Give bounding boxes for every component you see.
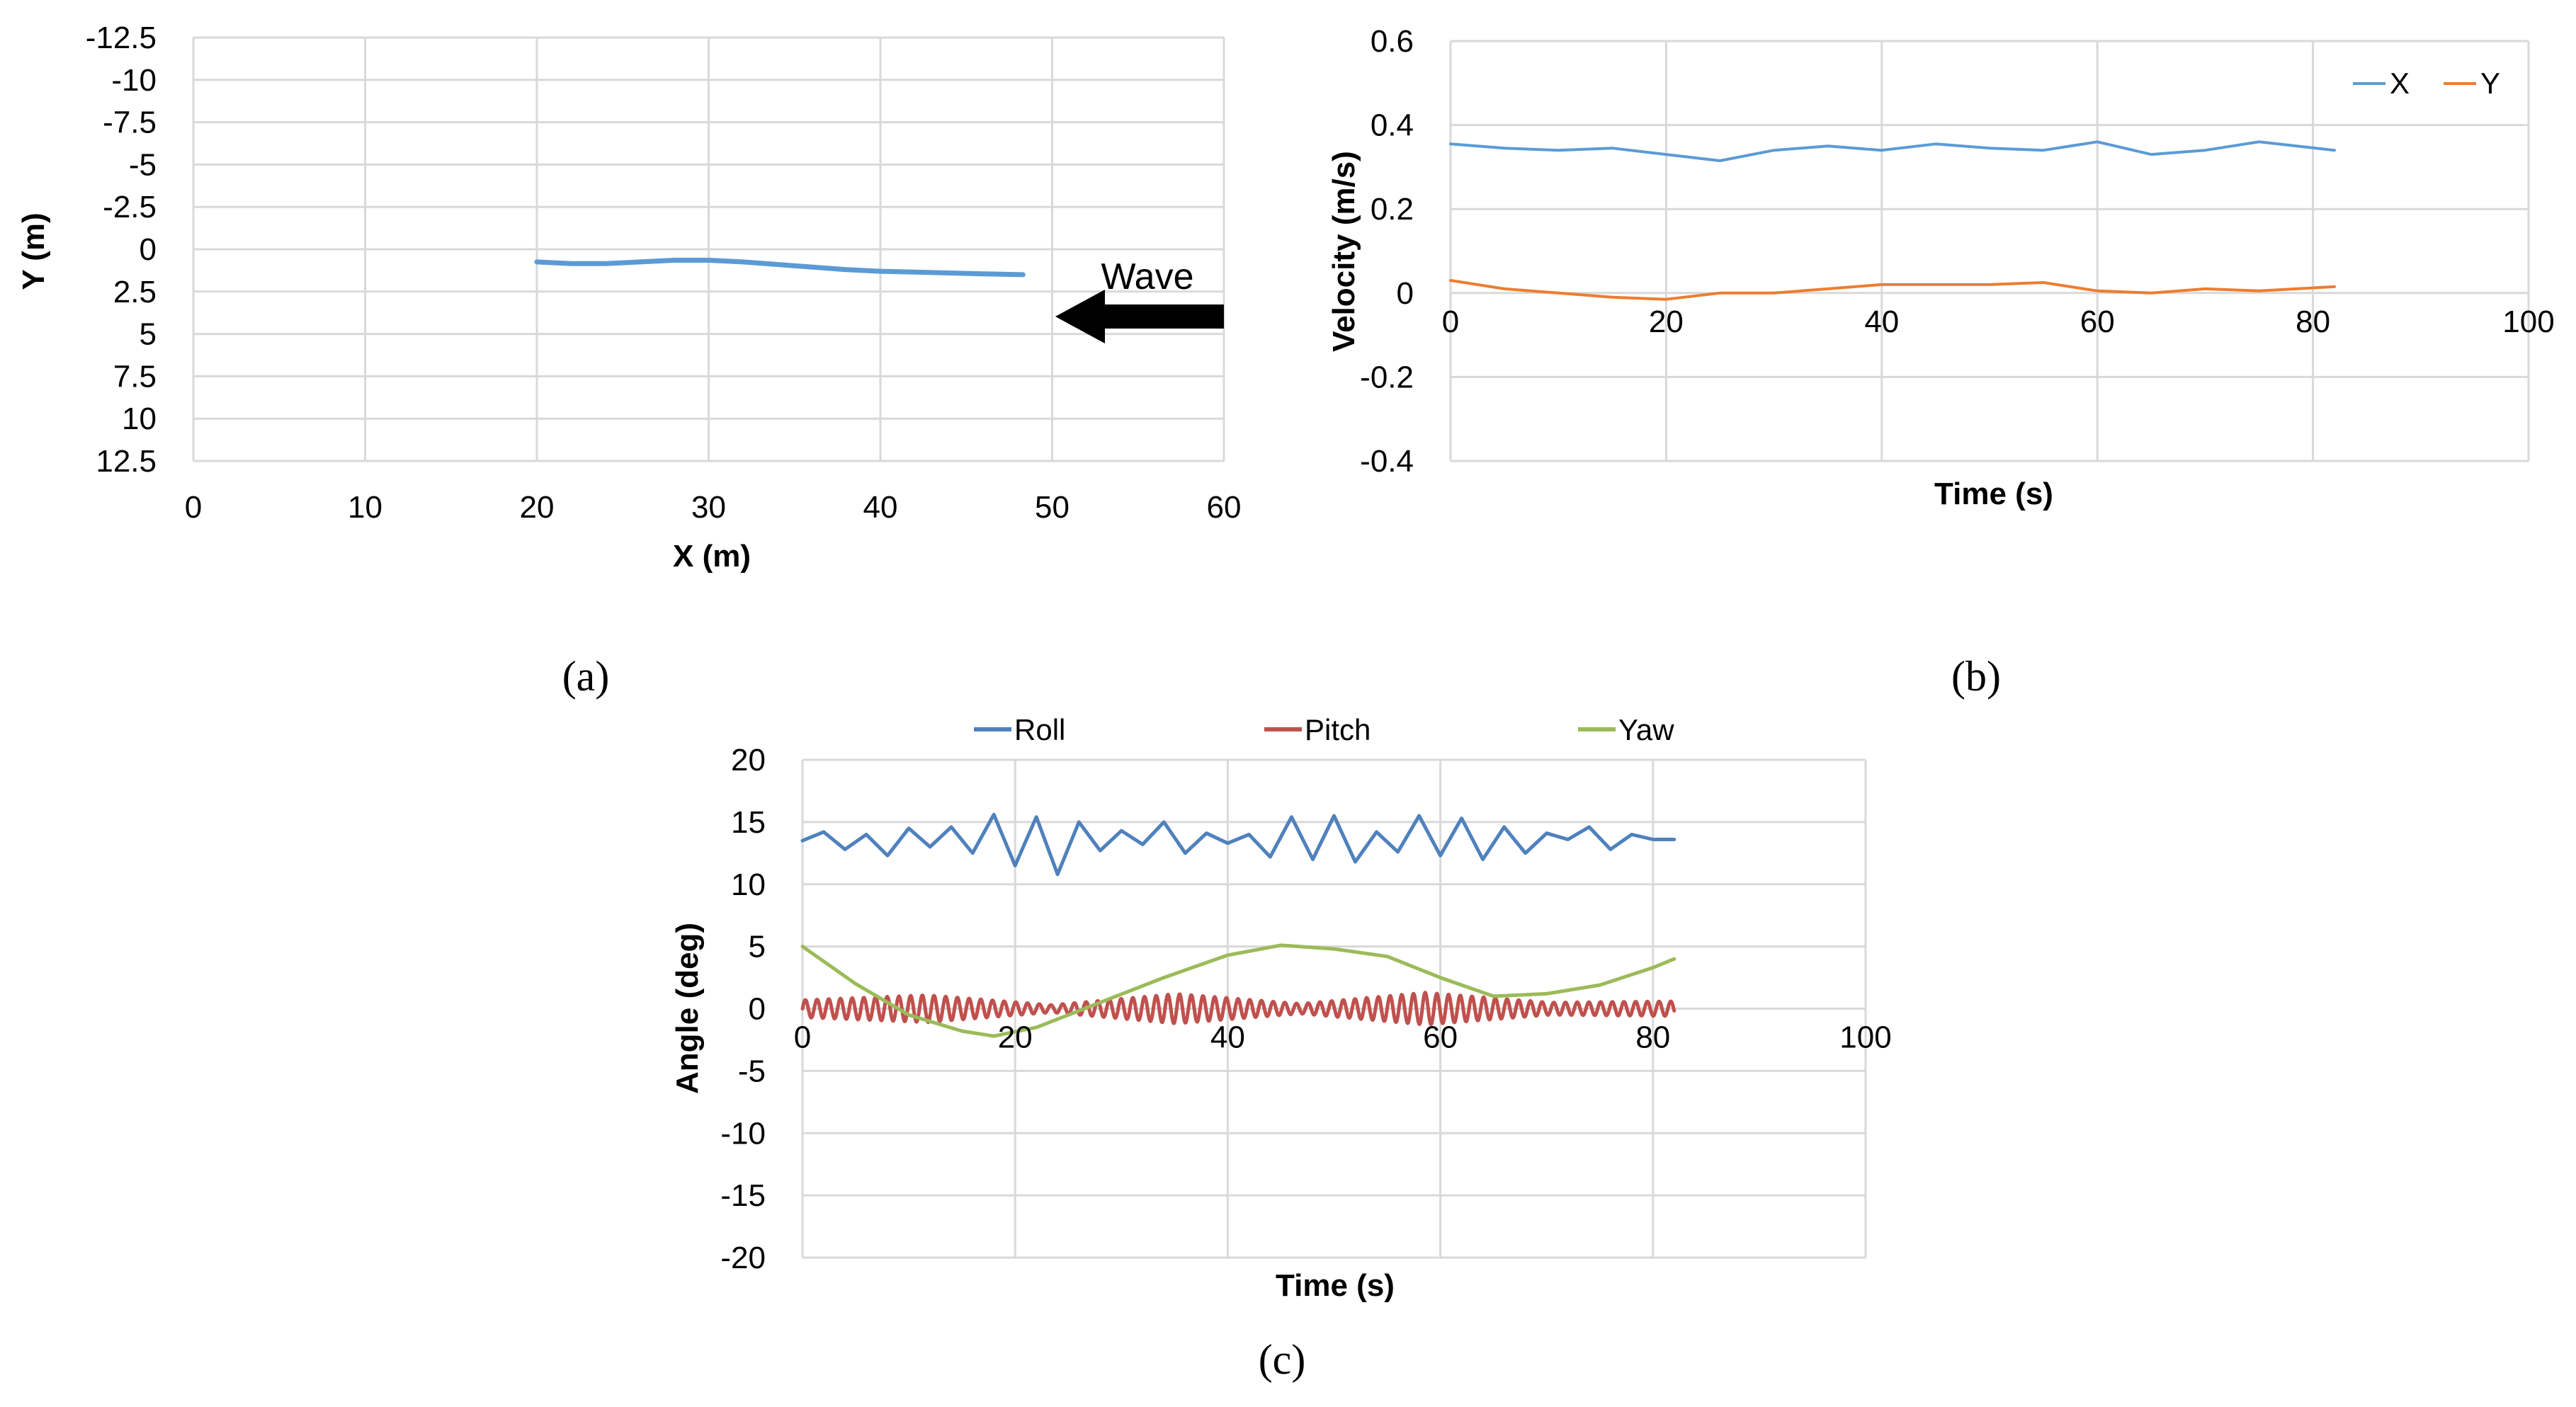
legend-roll-label: Roll	[1014, 713, 1065, 746]
x-tick-label: 20	[998, 1020, 1033, 1055]
series-line-trajectory	[534, 258, 1026, 278]
y-tick-label: -12.5	[86, 21, 157, 55]
y-tick-label: -5	[129, 147, 157, 182]
wave-annotation: Wave	[1101, 256, 1194, 297]
x-tick-label: 0	[794, 1020, 811, 1055]
series-line-roll	[800, 812, 1676, 877]
x-tick-label: 100	[2502, 304, 2554, 339]
legend-x-label: X	[2390, 67, 2410, 100]
y-tick-label: -2.5	[103, 190, 157, 224]
x-tick-label: 40	[863, 490, 898, 525]
y-tick-label: -10	[720, 1116, 766, 1151]
x-tick-label: 60	[1207, 490, 1242, 525]
x-tick-label: 0	[1442, 304, 1459, 339]
panel-b-velocity-chart: 0 20 40 60 80 100-0.4-0.200.20.40.6 Time (s) …	[1327, 24, 2555, 700]
y-tick-label: 0.4	[1371, 108, 1414, 143]
panel-b-ylabel: Velocity (m/s)	[1327, 151, 1361, 352]
panel-b-label: (b)	[1951, 653, 2001, 700]
y-tick-label: 12.5	[96, 444, 157, 479]
x-tick-label: 60	[2080, 304, 2115, 339]
panel-a-trajectory-chart: 0 10 20 30 40 50 60 -12.5 -10 -7.5 -5 -2.5 0 2.5 5 7.5 1…	[16, 21, 1241, 700]
panel-c-legend: Roll Pitch Yaw	[974, 713, 1674, 746]
x-tick-label: 80	[2296, 304, 2330, 339]
panel-b-legend: X Y	[2353, 67, 2500, 100]
x-tick-label: 20	[520, 490, 555, 525]
y-tick-label: 10	[122, 401, 157, 436]
y-tick-label: 5	[749, 930, 766, 964]
x-tick-label: 100	[1839, 1020, 1891, 1055]
y-tick-label: 0.2	[1371, 192, 1414, 227]
panel-b-xlabel: Time (s)	[1934, 477, 2053, 511]
y-tick-label: 5	[140, 317, 157, 352]
x-tick-label: 20	[1649, 304, 1684, 339]
x-tick-label: 40	[1210, 1020, 1245, 1055]
x-tick-label: 30	[691, 490, 726, 525]
panel-c-xlabel: Time (s)	[1276, 1268, 1395, 1303]
y-tick-label: 10	[731, 867, 766, 902]
panel-a-ylabel: Y (m)	[16, 212, 51, 290]
y-tick-label: -10	[111, 63, 157, 98]
legend-pitch-label: Pitch	[1305, 713, 1371, 746]
series-line-y	[1449, 279, 2336, 301]
y-tick-label: 2.5	[113, 275, 157, 309]
x-tick-label: 50	[1035, 490, 1069, 525]
y-tick-label: 0	[749, 992, 766, 1027]
series-line-yaw	[800, 943, 1676, 1038]
y-tick-label: 0	[1397, 276, 1414, 311]
y-tick-label: 20	[731, 743, 766, 777]
legend-y-label: Y	[2480, 67, 2500, 100]
series-line-x	[1449, 140, 2336, 162]
y-tick-label: 0	[140, 232, 157, 267]
x-tick-label: 40	[1864, 304, 1899, 339]
y-tick-label: -20	[720, 1241, 766, 1275]
x-tick-label: 10	[348, 490, 382, 525]
y-tick-label: -0.4	[1360, 444, 1414, 479]
legend-yaw-label: Yaw	[1618, 713, 1674, 746]
y-tick-label: -0.2	[1360, 360, 1414, 394]
wave-arrow-icon	[1055, 290, 1224, 343]
panel-a-label: (a)	[562, 653, 610, 700]
x-tick-label: 80	[1635, 1020, 1670, 1055]
series-line-pitch	[800, 991, 1676, 1026]
x-tick-label: 0	[185, 490, 202, 525]
x-tick-label: 60	[1423, 1020, 1458, 1055]
panel-a-xlabel: X (m)	[673, 539, 751, 574]
y-tick-label: 7.5	[113, 359, 157, 394]
y-tick-label: 0.6	[1371, 24, 1414, 59]
panel-c-ylabel: Angle (deg)	[670, 923, 705, 1094]
panel-c-label: (c)	[1259, 1336, 1306, 1383]
y-tick-label: -7.5	[103, 106, 157, 140]
y-tick-label: -15	[720, 1178, 766, 1213]
y-tick-label: -5	[738, 1054, 766, 1088]
panel-c-angle-chart: 0 20 40 60 80 100 -20 -15 -10 -5 0 5 10 15 20 Time (s)…	[670, 713, 1892, 1383]
y-tick-label: 15	[731, 805, 766, 840]
